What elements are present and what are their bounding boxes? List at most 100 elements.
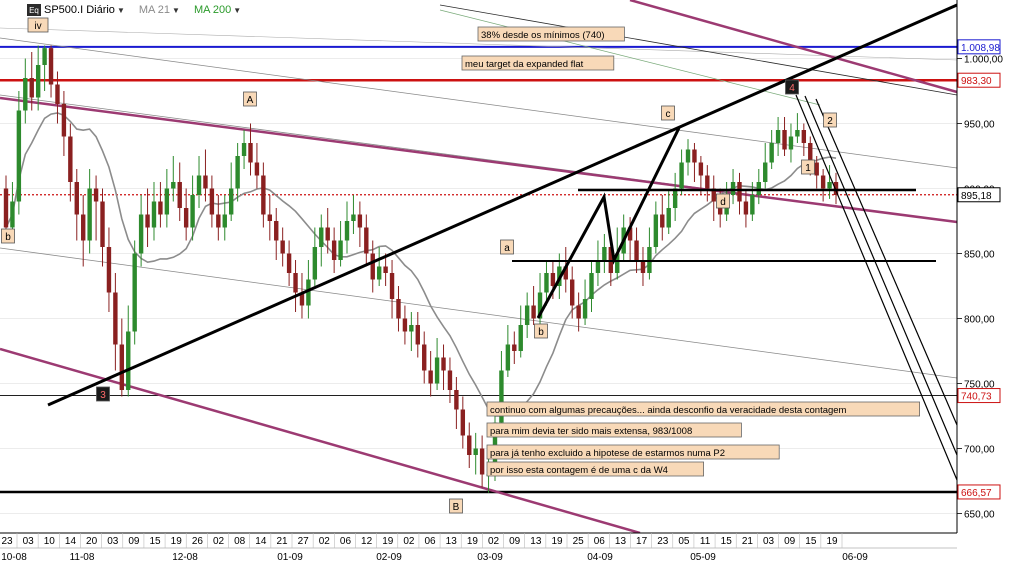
wave-label-box <box>27 17 49 33</box>
chevron-down-icon[interactable]: ▼ <box>233 5 242 15</box>
candle-body <box>531 305 536 319</box>
candle-body <box>306 279 311 306</box>
candle-body <box>267 214 272 221</box>
wave-label-box <box>716 193 730 209</box>
candle-body <box>750 195 755 215</box>
x-day-label: 02 <box>403 536 415 547</box>
price-tag <box>957 388 1001 404</box>
x-day-label: 03 <box>107 536 119 547</box>
candlesticks <box>3 45 839 493</box>
symbol-label[interactable]: SP500.I Diário <box>44 4 115 16</box>
candle-body <box>827 182 832 189</box>
chevron-down-icon[interactable]: ▼ <box>172 5 180 15</box>
candle-body <box>685 149 691 163</box>
x-day-label: 06 <box>594 536 606 547</box>
y-tick-label: 650,00 <box>964 510 995 521</box>
candle-body <box>473 448 478 455</box>
x-day-label: 14 <box>65 536 77 547</box>
main-trendline <box>47 3 958 407</box>
candle-body <box>357 214 363 228</box>
x-day-label: 02 <box>213 536 225 547</box>
candle-body <box>216 214 221 228</box>
x-day-label: 17 <box>636 536 648 547</box>
candle-body <box>183 208 189 228</box>
ma21-label[interactable]: MA 21 <box>138 4 171 16</box>
candle-body <box>820 175 826 189</box>
note-box <box>461 55 615 71</box>
fan-line-2 <box>804 95 958 456</box>
note-box <box>477 26 625 42</box>
wave-label: c <box>666 109 671 120</box>
candle-body <box>113 292 118 345</box>
note-box <box>486 401 921 417</box>
purple-channel-mid <box>0 96 958 224</box>
candle-body <box>833 182 839 195</box>
candle-body <box>196 175 202 195</box>
candle-body <box>434 357 440 384</box>
ma200-label[interactable]: MA 200 <box>193 4 232 16</box>
x-day-label: 13 <box>615 536 627 547</box>
x-day-label: 12 <box>361 536 373 547</box>
wave-label-box <box>801 159 815 175</box>
candle-body <box>93 188 99 202</box>
candle-body <box>518 325 523 351</box>
wave-label: 3 <box>100 390 106 401</box>
candle-body <box>576 305 581 319</box>
logo-icon: Eq <box>27 4 41 16</box>
candle-body <box>447 370 453 390</box>
x-month-label: 12-08 <box>172 552 198 563</box>
candle-body <box>775 130 781 143</box>
wave-label-box <box>534 323 548 339</box>
candle-body <box>698 162 704 176</box>
candle-body <box>679 162 684 189</box>
fan-line-1 <box>795 94 958 481</box>
x-month-label: 02-09 <box>376 552 402 563</box>
note-box <box>486 461 705 477</box>
x-day-label: 09 <box>784 536 796 547</box>
candle-body <box>763 162 768 182</box>
x-day-label: 14 <box>255 536 267 547</box>
wave-label: b <box>538 327 544 338</box>
candle-body <box>286 253 292 273</box>
x-day-label: 03 <box>23 536 35 547</box>
y-tick-label: 1.000,00 <box>964 55 1003 66</box>
candle-body <box>228 188 234 215</box>
candle-body <box>801 130 807 143</box>
candle-body <box>370 253 375 280</box>
candle-body <box>158 201 163 215</box>
candle-body <box>235 156 240 189</box>
note-text: para já tenho excluido a hipotese de est… <box>490 448 725 459</box>
candle-body <box>550 273 556 286</box>
candle-body <box>241 143 247 156</box>
candle-body <box>769 143 774 163</box>
candle-body <box>389 273 395 299</box>
candle-body <box>415 325 420 345</box>
x-day-label: 11 <box>700 536 711 547</box>
x-day-label: 02 <box>488 536 500 547</box>
wave-label-box <box>661 105 675 121</box>
candle-body <box>344 221 350 241</box>
price-tag <box>957 187 1001 203</box>
price-tag <box>957 72 1001 88</box>
x-day-label: 10 <box>44 536 56 547</box>
candle-body <box>203 175 208 189</box>
candle-body <box>119 344 125 390</box>
x-day-label: 09 <box>128 536 140 547</box>
chevron-down-icon[interactable]: ▼ <box>116 5 125 15</box>
candle-body <box>402 318 408 332</box>
candle-body <box>177 182 182 208</box>
x-day-label: 25 <box>573 536 585 547</box>
x-day-label: 27 <box>298 536 310 547</box>
candle-body <box>16 110 22 202</box>
candle-body <box>782 130 787 150</box>
candle-body <box>570 279 575 306</box>
candle-body <box>61 104 67 137</box>
candle-body <box>10 201 15 228</box>
x-day-label: 13 <box>446 536 458 547</box>
candle-body <box>383 266 388 273</box>
candle-body <box>672 188 678 208</box>
x-day-label: 15 <box>805 536 817 547</box>
wave-label-box <box>823 112 837 128</box>
candle-body <box>42 48 47 65</box>
x-day-label: 09 <box>509 536 521 547</box>
